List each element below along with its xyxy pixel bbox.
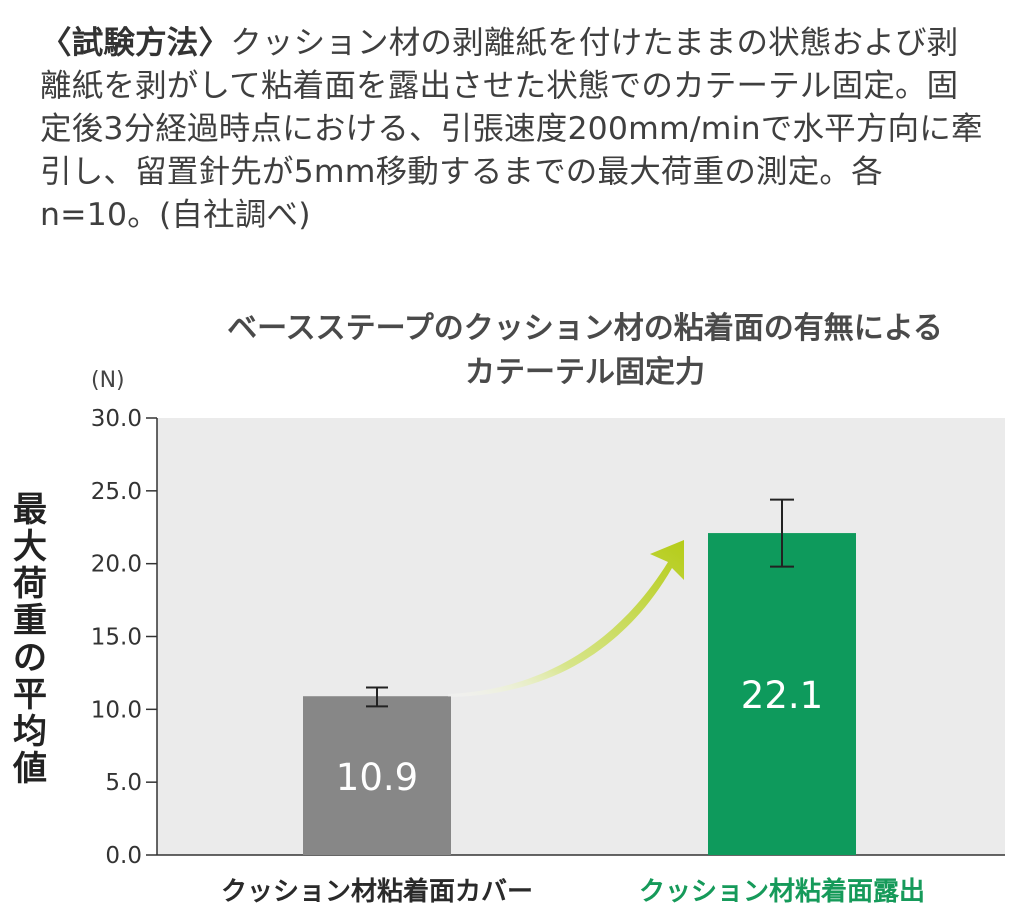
- category-label-covered: クッション材粘着面カバー: [220, 877, 533, 907]
- y-tick-label: 15.0: [91, 625, 142, 651]
- chart-title-line2: カテーテル固定力: [465, 355, 705, 390]
- y-tick-label: 30.0: [91, 406, 142, 432]
- y-axis-unit: (N): [91, 368, 125, 393]
- bar-0: [303, 696, 451, 855]
- category-label-exposed: クッション材粘着面露出: [638, 877, 925, 907]
- chart-title-line1: ベースステープのクッション材の粘着面の有無による: [227, 311, 943, 346]
- test-method-text: 〈試験方法〉クッション材の剥離紙を付けたままの状態および剥離紙を剥がして粘着面を…: [40, 22, 990, 237]
- y-tick-label: 20.0: [91, 552, 142, 578]
- test-method-heading: 〈試験方法〉: [40, 25, 231, 61]
- bar-value-label-0: 10.9: [336, 756, 418, 799]
- y-tick-label: 10.0: [91, 697, 142, 723]
- plot-background: [157, 418, 1005, 855]
- y-tick-label: 5.0: [105, 770, 142, 796]
- bar-value-label-1: 22.1: [741, 674, 823, 717]
- bar-1: [708, 533, 856, 855]
- y-tick-label: 0.0: [105, 843, 142, 869]
- y-tick-label: 25.0: [91, 479, 142, 505]
- increase-arrow: [448, 540, 684, 697]
- y-axis-title: 最大荷重の平均値: [13, 490, 47, 789]
- test-method-body: クッション材の剥離紙を付けたままの状態および剥離紙を剥がして粘着面を露出させた状…: [40, 25, 983, 233]
